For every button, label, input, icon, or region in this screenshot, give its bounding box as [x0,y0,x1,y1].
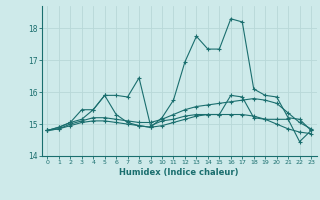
X-axis label: Humidex (Indice chaleur): Humidex (Indice chaleur) [119,168,239,177]
